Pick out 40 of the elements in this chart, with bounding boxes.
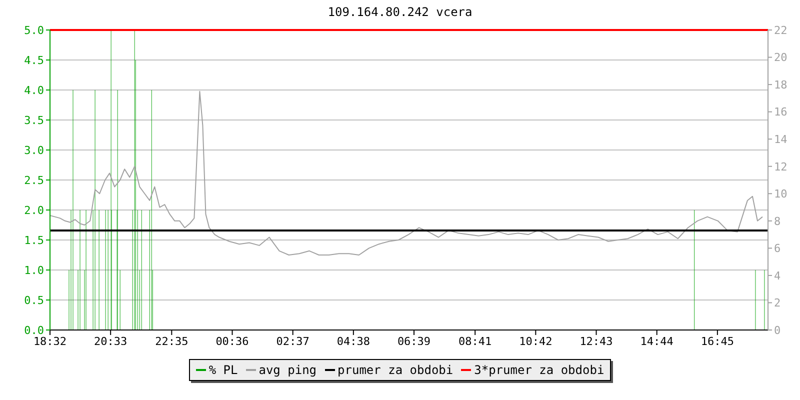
y2-tick-label: 8	[774, 214, 781, 228]
y-tick-label: 4.5	[24, 54, 44, 67]
y-tick-label: 2.0	[24, 204, 44, 217]
x-tick-label: 02:37	[276, 334, 310, 348]
y-tick-label: 0.0	[24, 324, 44, 337]
legend-label: % PL	[208, 363, 238, 377]
x-tick-label: 22:35	[155, 334, 188, 348]
x-tick-label: 20:33	[94, 334, 128, 348]
y2-tick-label: 6	[774, 242, 781, 256]
x-tick-label: 00:36	[216, 334, 249, 348]
y-tick-label: 2.5	[24, 174, 44, 187]
x-tick-label: 12:43	[580, 334, 613, 348]
y2-tick-label: 4	[774, 269, 781, 282]
x-tick-label: 14:44	[640, 334, 674, 348]
y-tick-label: 3.5	[24, 114, 44, 127]
y-tick-label: 0.5	[24, 294, 44, 307]
y2-tick-label: 18	[774, 78, 788, 92]
y-tick-label: 3.0	[24, 144, 44, 157]
y2-tick-label: 12	[774, 160, 788, 174]
y-tick-label: 1.5	[24, 234, 44, 247]
y2-tick-label: 22	[774, 24, 788, 37]
y2-tick-label: 14	[774, 132, 788, 146]
x-tick-label: 16:45	[700, 334, 734, 348]
y2-tick-label: 0	[774, 324, 781, 337]
x-tick-label: 06:39	[397, 334, 431, 348]
y2-tick-label: 10	[774, 188, 788, 201]
x-tick-label: 10:42	[519, 334, 552, 348]
x-tick-label: 08:41	[458, 334, 492, 348]
legend-label: prumer za obdobi	[338, 363, 454, 377]
y-tick-label: 4.0	[24, 84, 44, 97]
legend-label: avg ping	[258, 363, 317, 377]
y2-tick-label: 2	[774, 296, 781, 310]
y2-tick-label: 16	[774, 106, 788, 119]
x-tick-label: 04:38	[336, 334, 370, 348]
y2-tick-label: 20	[774, 51, 788, 64]
y-tick-label: 5.0	[24, 24, 44, 37]
legend-label: 3*prumer za obdobi	[474, 363, 604, 377]
y-tick-label: 1.0	[24, 264, 44, 277]
chart-title: 109.164.80.242 vcera	[326, 5, 474, 19]
x-tick-label: 18:32	[33, 334, 67, 348]
